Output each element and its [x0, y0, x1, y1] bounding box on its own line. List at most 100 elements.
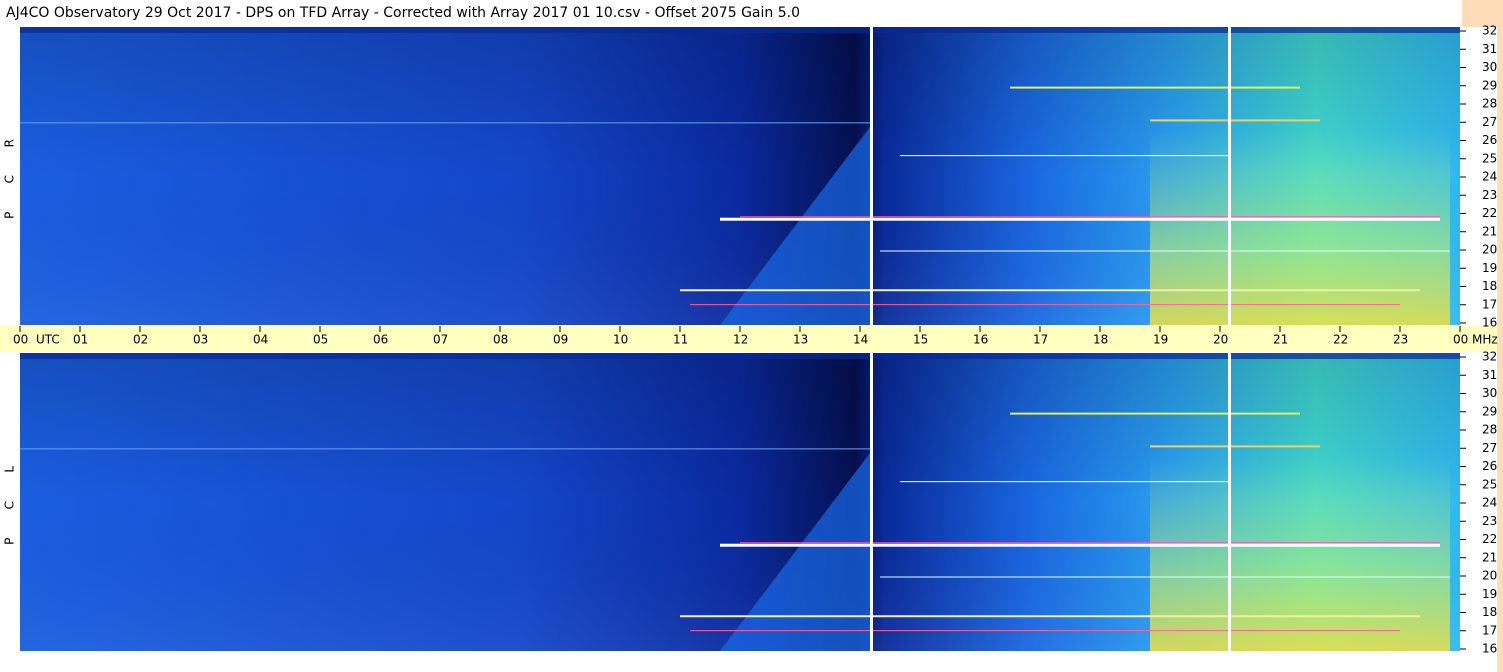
- freq-label: 32: [1482, 24, 1497, 38]
- freq-label: 17: [1482, 623, 1497, 637]
- dawn-edge: [720, 453, 872, 651]
- time-label: 17: [1033, 333, 1048, 347]
- time-label: 06: [373, 333, 388, 347]
- freq-label: 25: [1482, 477, 1497, 491]
- time-label: 02: [133, 333, 148, 347]
- freq-label: 19: [1482, 261, 1497, 275]
- freq-label: 24: [1482, 496, 1497, 510]
- time-label: 09: [553, 333, 568, 347]
- title: AJ4CO Observatory 29 Oct 2017 - DPS on T…: [6, 5, 800, 21]
- dawn-edge: [720, 127, 872, 325]
- time-unit: UTC: [36, 333, 60, 347]
- freq-label: 16: [1482, 642, 1497, 656]
- time-label: 00: [1453, 333, 1468, 347]
- freq-label: 28: [1482, 423, 1497, 437]
- streak: [900, 155, 1230, 157]
- time-label: 18: [1093, 333, 1108, 347]
- time-label: 05: [313, 333, 328, 347]
- freq-label: 21: [1482, 550, 1497, 564]
- freq-unit: MHz: [1472, 333, 1498, 347]
- streak: [720, 217, 1440, 221]
- panel-label: R: [3, 139, 17, 147]
- time-label: 01: [73, 333, 88, 347]
- streak: [690, 630, 1400, 632]
- freq-label: 29: [1482, 78, 1497, 92]
- band-line: [20, 122, 870, 124]
- time-label: 08: [493, 333, 508, 347]
- corner: [1462, 0, 1503, 27]
- spectrogram-warm: [1150, 457, 1450, 651]
- time-axis-band: [0, 326, 1497, 352]
- time-label: 07: [433, 333, 448, 347]
- time-label: 13: [793, 333, 808, 347]
- panel-label: P: [3, 212, 17, 219]
- freq-label: 25: [1482, 151, 1497, 165]
- streak: [1150, 445, 1320, 448]
- right-strip: [1497, 0, 1503, 672]
- freq-label: 22: [1482, 532, 1497, 546]
- streak: [880, 576, 1450, 578]
- freq-label: 23: [1482, 188, 1497, 202]
- freq-label: 30: [1482, 60, 1497, 74]
- streak: [880, 250, 1450, 252]
- freq-label: 16: [1482, 316, 1497, 330]
- time-label: 20: [1213, 333, 1228, 347]
- freq-label: 28: [1482, 97, 1497, 111]
- spectrogram-warm: [1150, 131, 1450, 325]
- time-label: 04: [253, 333, 268, 347]
- streak: [680, 289, 1420, 292]
- freq-label: 31: [1482, 42, 1497, 56]
- freq-label: 17: [1482, 297, 1497, 311]
- time-label: 23: [1393, 333, 1408, 347]
- dark-top: [20, 27, 1460, 33]
- freq-label: 30: [1482, 386, 1497, 400]
- freq-label: 18: [1482, 279, 1497, 293]
- panel-label: C: [3, 175, 17, 183]
- time-label: 03: [193, 333, 208, 347]
- panel-label: L: [3, 466, 17, 473]
- panel-label: P: [3, 538, 17, 545]
- freq-label: 32: [1482, 350, 1497, 364]
- dark-top: [20, 353, 1460, 359]
- freq-label: 27: [1482, 441, 1497, 455]
- freq-label: 20: [1482, 243, 1497, 257]
- freq-label: 22: [1482, 206, 1497, 220]
- streak: [690, 304, 1400, 306]
- time-label: 10: [613, 333, 628, 347]
- gap-line: [1228, 353, 1231, 651]
- freq-label: 26: [1482, 459, 1497, 473]
- streak: [680, 615, 1420, 618]
- time-label: 15: [913, 333, 928, 347]
- time-label: 21: [1273, 333, 1288, 347]
- gap-line: [870, 27, 873, 325]
- time-label: 16: [973, 333, 988, 347]
- freq-label: 29: [1482, 404, 1497, 418]
- freq-label: 31: [1482, 368, 1497, 382]
- freq-label: 19: [1482, 587, 1497, 601]
- freq-label: 20: [1482, 569, 1497, 583]
- gap-line: [1228, 27, 1231, 325]
- streak: [720, 543, 1440, 547]
- streak: [740, 216, 1440, 218]
- band-line: [20, 448, 870, 450]
- freq-label: 18: [1482, 605, 1497, 619]
- time-label: 19: [1153, 333, 1168, 347]
- time-label: 12: [733, 333, 748, 347]
- time-label: 11: [673, 333, 688, 347]
- time-label: 00: [13, 333, 28, 347]
- streak: [740, 542, 1440, 544]
- panel-label: C: [3, 501, 17, 509]
- freq-label: 23: [1482, 514, 1497, 528]
- time-label: 14: [853, 333, 868, 347]
- freq-label: 26: [1482, 133, 1497, 147]
- freq-label: 21: [1482, 224, 1497, 238]
- streak: [1150, 119, 1320, 122]
- gap-line: [870, 353, 873, 651]
- freq-label: 24: [1482, 170, 1497, 184]
- streak: [1010, 412, 1300, 415]
- streak: [900, 481, 1230, 483]
- time-label: 22: [1333, 333, 1348, 347]
- freq-label: 27: [1482, 115, 1497, 129]
